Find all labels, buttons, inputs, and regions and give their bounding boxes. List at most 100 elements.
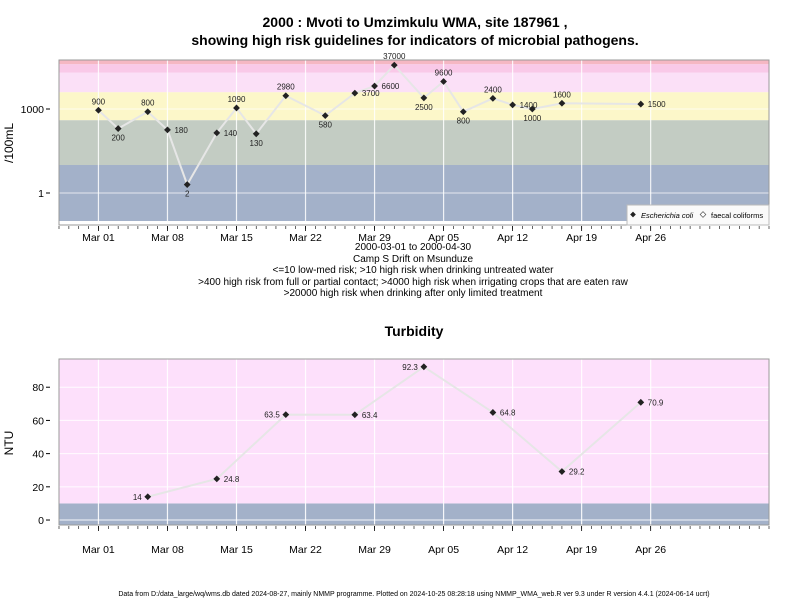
turbidity-title: Turbidity [385,323,444,339]
ecoli-data-label-5: 140 [224,129,238,138]
ecoli-data-label-6: 1090 [228,95,246,104]
turbidity-ytick-label-1: 20 [32,482,44,494]
turbidity-data-label-5: 64.8 [500,408,516,417]
ecoli-data-label-15: 800 [457,117,471,126]
turbidity-xtick-label-0: Mar 01 [82,544,115,556]
subtitle-site-name: Camp S Drift on Msunduze [353,254,473,265]
ecoli-legend: Escherichia coli faecal coliforms [626,204,770,226]
ecoli-data-label-19: 1600 [553,90,571,99]
turbidity-data-label-0: 14 [133,493,142,502]
turbidity-ytick-label-2: 40 [32,449,44,461]
turbidity-data-labels: 14 24.8 63.5 63.4 92.3 64.8 29.2 70.9 [133,363,664,502]
ecoli-point-17 [509,101,517,109]
ecoli-plot-frame [58,59,770,226]
ecoli-band-4 [59,64,769,73]
turbidity-ytick-label-3: 60 [32,415,44,427]
turbidity-xtick-label-4: Mar 29 [358,544,391,556]
ecoli-data-label-0: 900 [92,97,106,106]
ecoli-point-18 [528,105,536,113]
ecoli-band-3 [59,72,769,93]
turbidity-ytick-label-4: 80 [32,382,44,394]
ecoli-band-5 [59,60,769,65]
ecoli-point-20 [637,100,645,108]
turbidity-y-axis: 0 20 40 60 80 [32,382,50,527]
ecoli-point-4 [183,181,191,188]
subtitle-guideline-3: >20000 high risk when drinking after onl… [284,288,543,299]
turbidity-data-label-7: 70.9 [648,398,664,407]
ecoli-chart: 2000 : Mvoti to Umzimkulu WMA, site 1879… [2,14,770,299]
turbidity-band-0 [59,503,769,525]
ecoli-point-19 [558,99,566,107]
ecoli-data-label-16: 2400 [484,85,502,94]
ecoli-xtick-label-5: Apr 05 [428,232,459,244]
turbidity-xtick-label-8: Apr 26 [635,544,666,556]
turbidity-data-label-2: 63.5 [264,411,280,420]
ecoli-data-label-1: 200 [111,134,125,143]
ecoli-point-9 [321,112,329,120]
turbidity-data-label-4: 92.3 [402,363,418,372]
ecoli-point-13 [420,94,428,102]
turbidity-x-axis: Mar 01 Mar 08 Mar 15 Mar 22 Mar 29 Apr 05 Apr … [58,526,770,556]
ecoli-data-label-20: 1500 [648,100,666,109]
legend-box [626,204,770,226]
legend-marker-ecoli [630,211,636,218]
ecoli-x-axis: Mar 01 Mar 08 Mar 15 Mar 22 Mar 29 Apr 05 Apr … [58,226,770,244]
ecoli-data-label-18: 1000 [523,114,541,123]
ecoli-data-label-12: 37000 [383,52,406,61]
legend-marker-faecal [699,211,707,218]
ecoli-data-label-13: 2500 [415,103,433,112]
ecoli-point-12 [390,61,398,69]
turbidity-xtick-label-7: Apr 19 [566,544,597,556]
subtitle-guideline-2: >400 high risk from full or partial cont… [198,277,628,288]
ecoli-point-11 [371,82,378,90]
turbidity-series-line [147,365,642,498]
ecoli-xtick-label-7: Apr 19 [566,232,597,244]
ecoli-point-6 [233,104,240,112]
turbidity-point-5 [489,409,497,416]
ecoli-ytick-label-1: 1 [38,188,44,200]
ecoli-series-points [95,61,645,188]
ecoli-xtick-label-4: Mar 29 [358,232,391,244]
ecoli-data-label-14: 9600 [435,68,453,77]
ecoli-point-7 [252,130,260,138]
subtitle-date-range: 2000-03-01 to 2000-04-30 [355,242,472,253]
turbidity-band-1 [59,359,769,504]
ecoli-gridlines [59,60,769,225]
turbidity-xtick-label-6: Apr 12 [497,544,528,556]
turbidity-ytick-label-0: 0 [38,515,44,527]
ecoli-xtick-label-0: Mar 01 [82,232,115,244]
turbidity-chart: Turbidity 14 24.8 63.5 63.4 92.3 64.8 29.2 70.9… [2,323,770,556]
turbidity-point-2 [282,411,290,419]
ecoli-data-label-2: 800 [141,99,155,108]
turbidity-series-points [144,363,645,501]
ecoli-point-16 [489,94,497,102]
ecoli-xtick-label-1: Mar 08 [151,232,184,244]
turbidity-ylabel: NTU [2,431,16,456]
ecoli-point-1 [114,125,122,132]
turbidity-plot-frame [58,358,770,526]
ecoli-risk-bands [59,60,769,221]
ecoli-title-line2: showing high risk guidelines for indicat… [191,32,638,48]
turbidity-data-label-1: 24.8 [224,475,240,484]
ecoli-data-label-4: 2 [185,190,190,199]
ecoli-xtick-label-2: Mar 15 [220,232,253,244]
ecoli-point-2 [144,108,152,116]
ecoli-xtick-label-3: Mar 22 [289,232,322,244]
ecoli-data-label-7: 130 [250,139,264,148]
ecoli-point-0 [95,106,102,114]
ecoli-xtick-label-8: Apr 26 [635,232,666,244]
ecoli-point-8 [282,92,290,100]
ecoli-xtick-label-6: Apr 12 [497,232,528,244]
turbidity-xtick-label-1: Mar 08 [151,544,184,556]
turbidity-xtick-label-3: Mar 22 [289,544,322,556]
turbidity-bands [59,359,769,525]
ecoli-point-5 [213,129,221,137]
turbidity-data-label-6: 29.2 [569,468,585,477]
turbidity-data-label-3: 63.4 [362,411,378,420]
turbidity-point-4 [420,363,428,371]
turbidity-point-7 [637,398,645,406]
ecoli-data-label-3: 180 [174,126,188,135]
ecoli-data-label-8: 2980 [277,83,295,92]
